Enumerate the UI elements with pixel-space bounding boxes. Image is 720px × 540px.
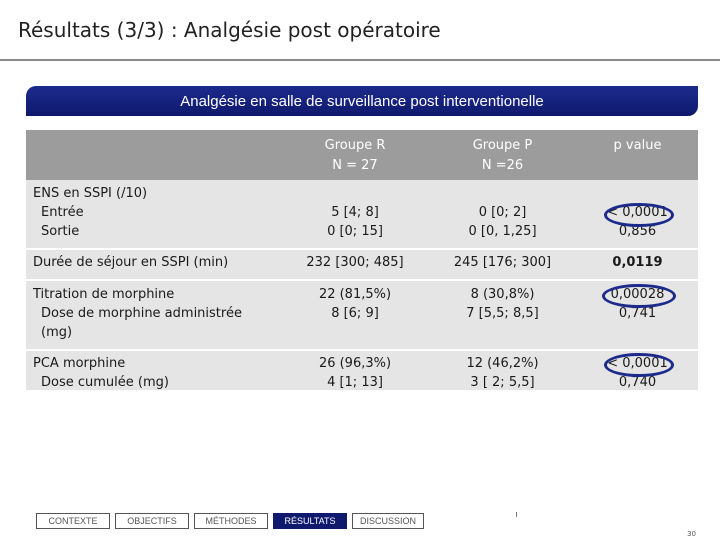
divider-tick bbox=[516, 512, 517, 517]
header-group-r: Groupe R N = 27 bbox=[285, 136, 425, 176]
nav-discussion[interactable]: DISCUSSION bbox=[352, 513, 424, 529]
header-group-r-n: N = 27 bbox=[332, 158, 378, 173]
row-titration-sub2: (mg) bbox=[41, 325, 73, 340]
row-duree-p: 245 [176; 300] bbox=[453, 255, 552, 270]
title-divider bbox=[0, 59, 720, 61]
page-number: 30 bbox=[687, 530, 696, 538]
row-ens-p2: 0 [0, 1,25] bbox=[468, 224, 537, 239]
header-group-p-n: N =26 bbox=[481, 158, 524, 173]
row-pca-p: 12 (46,2%) 3 [ 2; 5,5] bbox=[430, 354, 575, 392]
row-ens-r2: 0 [0; 15] bbox=[327, 224, 383, 239]
row-pca-r2: 4 [1; 13] bbox=[327, 375, 383, 390]
section-banner: Analgésie en salle de surveillance post … bbox=[26, 86, 698, 116]
table-body bbox=[26, 180, 698, 390]
row-duree-label: Durée de séjour en SSPI (min) bbox=[33, 255, 229, 270]
row-ens-p1: 0 [0; 2] bbox=[478, 205, 527, 220]
row-pca-label: PCA morphine Dose cumulée (mg) bbox=[33, 354, 169, 392]
row-pca-r1: 26 (96,3%) bbox=[318, 356, 392, 371]
header-pvalue: p value bbox=[613, 138, 662, 153]
row-titration-r2: 8 [6; 9] bbox=[331, 306, 379, 321]
row-divider bbox=[26, 349, 698, 351]
table-header-bar bbox=[26, 130, 698, 180]
highlight-circle bbox=[604, 353, 674, 377]
row-pca-r: 26 (96,3%) 4 [1; 13] bbox=[285, 354, 425, 392]
header-group-r-name: Groupe R bbox=[324, 138, 386, 153]
row-duree-r: 232 [300; 485] bbox=[306, 255, 404, 270]
nav-resultats[interactable]: RÉSULTATS bbox=[273, 513, 347, 529]
row-divider bbox=[26, 248, 698, 250]
row-ens-r1: 5 [4; 8] bbox=[331, 205, 379, 220]
banner-text: Analgésie en salle de surveillance post … bbox=[180, 92, 544, 110]
highlight-circle bbox=[602, 284, 676, 308]
row-ens-title: ENS en SSPI (/10) bbox=[33, 186, 148, 201]
row-ens-sub1: Entrée bbox=[41, 205, 84, 220]
nav-contexte[interactable]: CONTEXTE bbox=[36, 513, 110, 529]
row-divider bbox=[26, 279, 698, 281]
row-pca-p2: 3 [ 2; 5,5] bbox=[470, 375, 535, 390]
row-titration-p1: 8 (30,8%) bbox=[470, 287, 535, 302]
nav-methodes[interactable]: MÉTHODES bbox=[194, 513, 268, 529]
row-titration-title: Titration de morphine bbox=[33, 287, 175, 302]
highlight-circle bbox=[604, 203, 674, 227]
row-pca-title: PCA morphine bbox=[33, 356, 126, 371]
row-pca-sub1: Dose cumulée (mg) bbox=[41, 375, 169, 390]
row-pca-p1: 12 (46,2%) bbox=[466, 356, 539, 371]
row-ens-pv2: 0,856 bbox=[618, 224, 657, 239]
row-titration-label: Titration de morphine Dose de morphine a… bbox=[33, 285, 242, 342]
header-group-p-name: Groupe P bbox=[472, 138, 533, 153]
row-titration-r: 22 (81,5%) 8 [6; 9] bbox=[285, 285, 425, 323]
header-group-p: Groupe P N =26 bbox=[430, 136, 575, 176]
row-ens-label: ENS en SSPI (/10) Entrée Sortie bbox=[33, 184, 147, 241]
row-titration-p: 8 (30,8%) 7 [5,5; 8,5] bbox=[430, 285, 575, 323]
row-ens-sub2: Sortie bbox=[41, 224, 80, 239]
row-titration-p2: 7 [5,5; 8,5] bbox=[466, 306, 539, 321]
row-ens-r: 5 [4; 8] 0 [0; 15] bbox=[285, 203, 425, 241]
row-pca-pv2: 0,740 bbox=[618, 375, 657, 390]
row-duree-pv: 0,0119 bbox=[612, 255, 663, 270]
nav-objectifs[interactable]: OBJECTIFS bbox=[115, 513, 189, 529]
row-ens-p: 0 [0; 2] 0 [0, 1,25] bbox=[430, 203, 575, 241]
row-titration-sub1: Dose de morphine administrée bbox=[41, 306, 242, 321]
row-titration-r1: 22 (81,5%) bbox=[318, 287, 392, 302]
row-titration-pv2: 0,741 bbox=[618, 306, 657, 321]
slide-title: Résultats (3/3) : Analgésie post opérato… bbox=[18, 18, 441, 42]
